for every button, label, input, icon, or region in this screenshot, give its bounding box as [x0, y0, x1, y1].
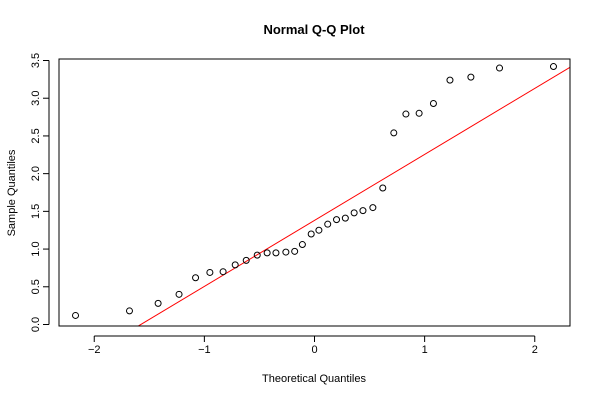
- data-point: [341, 214, 349, 222]
- data-point: [231, 261, 239, 269]
- y-tick-label: 0.0: [30, 317, 42, 332]
- data-point: [298, 241, 306, 249]
- plot-frame: [58, 58, 571, 327]
- reference-line: [137, 66, 570, 326]
- data-point: [219, 268, 227, 276]
- data-point: [154, 299, 162, 307]
- data-point: [369, 204, 377, 212]
- data-point: [253, 251, 261, 259]
- data-point: [125, 307, 133, 315]
- y-tick-label: 3.0: [30, 91, 42, 106]
- x-axis: −2 −1 0 1 2: [88, 335, 538, 356]
- x-axis-label: Theoretical Quantiles: [262, 373, 366, 385]
- data-point: [315, 226, 323, 234]
- data-point: [242, 256, 250, 264]
- x-tick-label: −2: [88, 344, 101, 356]
- y-tick-label: 1.5: [30, 204, 42, 219]
- data-point: [324, 220, 332, 228]
- y-axis: 0.0 0.5 1.0 1.5 2.0 2.5 3.0 3.5: [30, 53, 50, 332]
- y-tick-label: 2.5: [30, 128, 42, 143]
- data-point: [72, 311, 80, 319]
- y-axis-label: Sample Quantiles: [6, 149, 18, 236]
- x-tick-label: 2: [532, 344, 538, 356]
- y-tick-label: 1.0: [30, 241, 42, 256]
- data-point: [307, 230, 315, 238]
- data-point: [549, 63, 557, 71]
- x-tick-label: 1: [422, 344, 428, 356]
- data-point: [333, 216, 341, 224]
- data-point: [429, 100, 437, 107]
- data-point: [415, 109, 423, 117]
- data-point: [467, 73, 475, 81]
- data-point: [192, 274, 200, 282]
- data-point: [175, 290, 183, 298]
- x-tick-label: 0: [311, 344, 317, 356]
- data-point: [379, 184, 387, 192]
- data-point: [446, 76, 454, 84]
- data-point: [350, 209, 358, 217]
- data-point: [402, 110, 410, 118]
- y-tick-label: 3.5: [30, 53, 42, 68]
- x-tick-label: −1: [198, 344, 211, 356]
- data-point: [291, 247, 299, 255]
- data-point: [282, 248, 290, 256]
- y-tick-label: 2.0: [30, 166, 42, 181]
- data-point: [263, 249, 271, 257]
- data-point: [390, 129, 398, 137]
- y-tick-label: 0.5: [30, 279, 42, 294]
- data-point: [272, 249, 280, 257]
- data-point: [359, 207, 367, 215]
- data-point: [206, 268, 214, 276]
- data-point: [496, 64, 504, 72]
- chart-title: Normal Q-Q Plot: [263, 22, 365, 37]
